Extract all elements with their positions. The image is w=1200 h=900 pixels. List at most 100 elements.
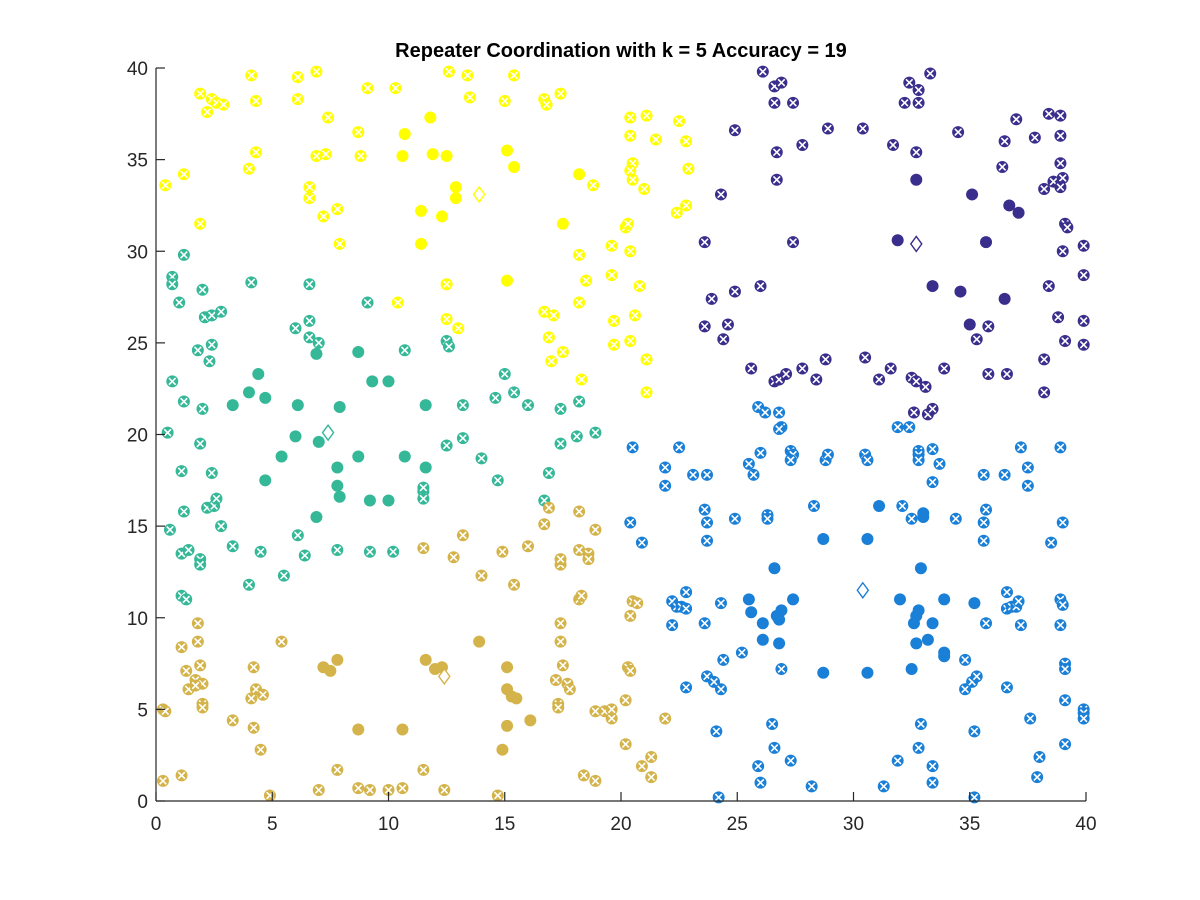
member-point xyxy=(577,769,590,782)
member-point xyxy=(417,492,430,505)
y-tick-label: 10 xyxy=(127,609,148,630)
member-point xyxy=(1024,712,1037,725)
y-tick-label: 30 xyxy=(127,242,148,263)
member-point xyxy=(998,468,1011,481)
member-point xyxy=(640,109,653,122)
member-point xyxy=(626,173,639,186)
member-point xyxy=(312,784,325,797)
selected-point xyxy=(501,661,514,674)
selected-point xyxy=(742,593,755,606)
member-point xyxy=(996,160,1009,173)
member-point xyxy=(1012,595,1025,608)
member-point xyxy=(673,441,686,454)
member-point xyxy=(194,659,207,672)
member-point xyxy=(322,111,335,124)
selected-point xyxy=(473,635,486,648)
member-point xyxy=(275,635,288,648)
member-point xyxy=(810,373,823,386)
x-tick-label: 0 xyxy=(151,814,162,835)
selected-point xyxy=(787,593,800,606)
member-point xyxy=(175,641,188,654)
selected-point xyxy=(524,714,537,727)
cluster-center-marker xyxy=(856,581,870,599)
member-point xyxy=(163,523,176,536)
member-point xyxy=(331,763,344,776)
member-point xyxy=(619,738,632,751)
member-point xyxy=(303,181,316,194)
member-point xyxy=(361,296,374,309)
member-point xyxy=(898,96,911,109)
member-point xyxy=(175,769,188,782)
member-point xyxy=(159,705,172,718)
member-point xyxy=(317,210,330,223)
member-point xyxy=(1054,129,1067,142)
member-point xyxy=(712,791,725,804)
member-point xyxy=(1000,681,1013,694)
member-point xyxy=(554,437,567,450)
member-point xyxy=(191,617,204,630)
member-point xyxy=(310,149,323,162)
member-point xyxy=(491,474,504,487)
member-point xyxy=(982,320,995,333)
member-point xyxy=(417,763,430,776)
member-point xyxy=(970,670,983,683)
member-point xyxy=(708,675,720,688)
member-point xyxy=(363,545,376,558)
member-point xyxy=(1021,479,1034,492)
member-point xyxy=(538,518,551,531)
selected-point xyxy=(415,204,428,217)
member-point xyxy=(640,386,653,399)
member-point xyxy=(1031,771,1044,784)
member-point xyxy=(291,71,304,84)
member-point xyxy=(1056,171,1069,184)
y-tick-label: 5 xyxy=(137,700,148,721)
selected-point xyxy=(873,499,886,512)
x-tick-label: 10 xyxy=(378,814,399,835)
member-point xyxy=(624,335,637,348)
member-point xyxy=(589,705,602,718)
member-point xyxy=(303,192,316,205)
selected-point xyxy=(352,450,365,463)
member-point xyxy=(440,278,453,291)
member-point xyxy=(1056,245,1069,258)
selected-point xyxy=(861,532,874,545)
selected-point xyxy=(1012,206,1025,219)
member-point xyxy=(1054,157,1067,170)
member-point xyxy=(821,122,834,135)
selected-point xyxy=(496,743,509,756)
member-point xyxy=(1042,107,1055,120)
member-point xyxy=(907,406,920,419)
member-point xyxy=(498,94,511,107)
member-point xyxy=(247,661,260,674)
selected-point xyxy=(756,617,769,630)
member-point xyxy=(226,714,239,727)
member-point xyxy=(491,789,504,802)
member-point xyxy=(191,344,204,357)
selected-point xyxy=(556,217,569,230)
selected-point xyxy=(415,237,428,250)
member-point xyxy=(563,683,576,696)
member-point xyxy=(859,351,872,364)
member-point xyxy=(291,529,304,542)
member-point xyxy=(352,126,365,139)
x-tick-label: 35 xyxy=(959,814,980,835)
member-point xyxy=(752,760,765,773)
member-point xyxy=(959,653,972,666)
member-point xyxy=(196,701,209,714)
member-point xyxy=(977,534,990,547)
member-point xyxy=(626,441,639,454)
member-point xyxy=(970,333,983,346)
member-point xyxy=(682,162,695,175)
selected-point xyxy=(396,149,409,162)
member-point xyxy=(649,133,662,146)
member-point xyxy=(807,499,820,512)
member-point xyxy=(977,468,990,481)
member-point xyxy=(254,545,267,558)
selected-point xyxy=(352,346,365,359)
member-point xyxy=(542,466,555,479)
member-point xyxy=(608,314,621,327)
member-point xyxy=(759,406,772,419)
member-point xyxy=(161,426,174,439)
selected-point xyxy=(310,347,323,360)
member-point xyxy=(766,718,779,731)
